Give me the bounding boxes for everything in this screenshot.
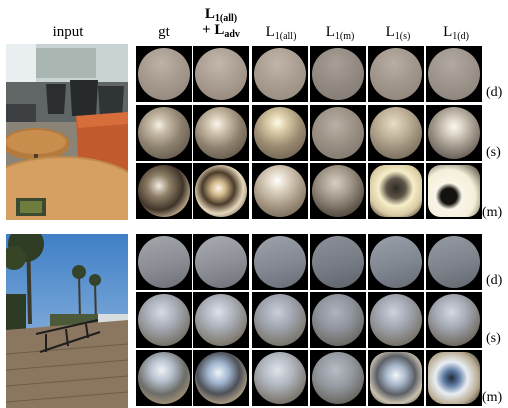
diffuse-sphere bbox=[254, 48, 306, 100]
header-l1-m: L1(m) bbox=[325, 24, 355, 42]
sphere-cell bbox=[426, 350, 482, 406]
header-l1-all: L1(all) bbox=[265, 24, 297, 42]
sphere-cell bbox=[252, 105, 308, 161]
sphere-cell bbox=[310, 350, 366, 406]
input-photo-indoor bbox=[6, 44, 128, 220]
sphere-cell bbox=[426, 292, 482, 348]
specular-sphere bbox=[195, 294, 247, 346]
sphere-cell bbox=[368, 163, 424, 219]
mirror-sphere bbox=[370, 352, 422, 404]
sphere-cell bbox=[426, 234, 482, 290]
diffuse-sphere bbox=[428, 236, 480, 288]
sphere-cell bbox=[136, 163, 192, 219]
sphere-cell bbox=[136, 292, 192, 348]
diffuse-sphere bbox=[312, 236, 364, 288]
sphere-cell bbox=[136, 105, 192, 161]
specular-sphere bbox=[370, 107, 422, 159]
mirror-sphere bbox=[312, 165, 364, 217]
sphere-cell bbox=[310, 105, 366, 161]
sphere-cell bbox=[252, 163, 308, 219]
specular-sphere bbox=[312, 107, 364, 159]
sphere-cell bbox=[193, 163, 249, 219]
sphere-cell bbox=[310, 234, 366, 290]
sphere-cell bbox=[426, 105, 482, 161]
sphere-cell bbox=[368, 350, 424, 406]
sphere-cell bbox=[136, 350, 192, 406]
sphere-cell bbox=[310, 292, 366, 348]
specular-sphere bbox=[428, 294, 480, 346]
sphere-cell bbox=[193, 234, 249, 290]
mirror-sphere bbox=[428, 165, 480, 217]
diffuse-sphere bbox=[254, 236, 306, 288]
sphere-cell bbox=[193, 105, 249, 161]
sphere-cell bbox=[193, 350, 249, 406]
sphere-cell bbox=[426, 163, 482, 219]
sphere-cell bbox=[136, 234, 192, 290]
sphere-cell bbox=[136, 46, 192, 102]
mirror-sphere bbox=[428, 352, 480, 404]
mirror-sphere bbox=[195, 165, 247, 217]
specular-sphere bbox=[254, 107, 306, 159]
sphere-cell bbox=[368, 46, 424, 102]
header-gt: gt bbox=[158, 24, 170, 40]
mirror-sphere bbox=[195, 352, 247, 404]
sphere-cell bbox=[252, 292, 308, 348]
outdoor-scene bbox=[6, 234, 128, 408]
specular-sphere bbox=[195, 107, 247, 159]
sphere-cell bbox=[252, 350, 308, 406]
sphere-cell bbox=[368, 292, 424, 348]
indoor-scene bbox=[6, 44, 128, 220]
mirror-sphere bbox=[138, 352, 190, 404]
row-label-indoor-diffuse: (d) bbox=[486, 85, 503, 100]
sphere-cell bbox=[310, 46, 366, 102]
header-combined-line2: + Ladv bbox=[202, 22, 240, 40]
specular-sphere bbox=[138, 294, 190, 346]
header-input: input bbox=[52, 24, 84, 40]
diffuse-sphere bbox=[312, 48, 364, 100]
sphere-cell bbox=[368, 105, 424, 161]
diffuse-sphere bbox=[428, 48, 480, 100]
specular-sphere bbox=[138, 107, 190, 159]
specular-sphere bbox=[312, 294, 364, 346]
specular-sphere bbox=[428, 107, 480, 159]
input-photo-outdoor bbox=[6, 234, 128, 408]
specular-sphere bbox=[254, 294, 306, 346]
diffuse-sphere bbox=[138, 236, 190, 288]
diffuse-sphere bbox=[195, 48, 247, 100]
diffuse-sphere bbox=[370, 48, 422, 100]
diffuse-sphere bbox=[138, 48, 190, 100]
header-l1-d: L1(d) bbox=[443, 24, 469, 42]
mirror-sphere bbox=[370, 165, 422, 217]
row-label-indoor-mirror: (m) bbox=[482, 205, 503, 220]
header-l1-s: L1(s) bbox=[385, 24, 411, 42]
sphere-cell bbox=[193, 46, 249, 102]
sphere-cell bbox=[310, 163, 366, 219]
mirror-sphere bbox=[138, 165, 190, 217]
diffuse-sphere bbox=[195, 236, 247, 288]
sphere-cell bbox=[368, 234, 424, 290]
row-label-indoor-specular: (s) bbox=[486, 145, 501, 160]
diffuse-sphere bbox=[370, 236, 422, 288]
header-l1-all-plus-adv: L1(all) + Ladv bbox=[191, 6, 251, 40]
sphere-cell bbox=[252, 234, 308, 290]
row-label-outdoor-specular: (s) bbox=[486, 331, 501, 346]
row-label-outdoor-mirror: (m) bbox=[482, 390, 503, 405]
mirror-sphere bbox=[254, 165, 306, 217]
specular-sphere bbox=[370, 294, 422, 346]
mirror-sphere bbox=[312, 352, 364, 404]
sphere-cell bbox=[426, 46, 482, 102]
sphere-cell bbox=[193, 292, 249, 348]
header-combined-line1: L1(all) bbox=[204, 6, 238, 24]
row-label-outdoor-diffuse: (d) bbox=[486, 273, 503, 288]
sphere-cell bbox=[252, 46, 308, 102]
mirror-sphere bbox=[254, 352, 306, 404]
